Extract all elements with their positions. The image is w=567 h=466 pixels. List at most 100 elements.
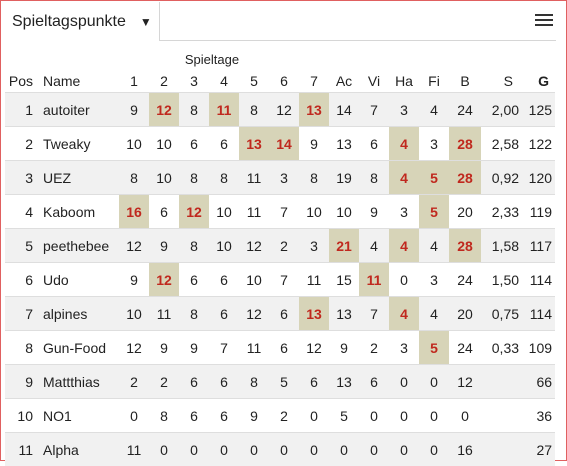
- score-cell: 11: [239, 331, 269, 365]
- score-cell: 9: [359, 195, 389, 229]
- score-cell: 5: [269, 365, 299, 399]
- rank-cell: 5: [5, 229, 37, 263]
- player-name-cell: alpines: [37, 297, 119, 331]
- column-header[interactable]: 6: [269, 69, 299, 93]
- score-cell: 122: [521, 127, 555, 161]
- rank-cell: 7: [5, 297, 37, 331]
- score-cell: 10: [149, 127, 179, 161]
- score-cell: 8: [209, 161, 239, 195]
- caret-down-icon: ▼: [140, 15, 152, 29]
- score-cell: 7: [359, 93, 389, 127]
- column-header[interactable]: Pos: [5, 69, 37, 93]
- score-cell: 11: [209, 93, 239, 127]
- score-cell: 20: [449, 297, 481, 331]
- score-cell: [481, 365, 521, 399]
- score-cell: 4: [389, 161, 419, 195]
- rank-cell: 8: [5, 331, 37, 365]
- score-cell: 7: [209, 331, 239, 365]
- score-cell: 2: [359, 331, 389, 365]
- score-cell: 10: [209, 229, 239, 263]
- score-cell: 2,33: [481, 195, 521, 229]
- score-cell: 24: [449, 93, 481, 127]
- group-header-spieltage: Spieltage: [119, 49, 329, 69]
- score-cell: 24: [449, 331, 481, 365]
- column-header[interactable]: 2: [149, 69, 179, 93]
- score-cell: 1,50: [481, 263, 521, 297]
- score-cell: 4: [419, 93, 449, 127]
- score-cell: 5: [419, 331, 449, 365]
- score-cell: 15: [329, 263, 359, 297]
- score-cell: 8: [359, 161, 389, 195]
- score-cell: 13: [329, 297, 359, 331]
- score-cell: 6: [179, 365, 209, 399]
- score-cell: 8: [299, 161, 329, 195]
- column-header[interactable]: B: [449, 69, 481, 93]
- score-cell: 20: [449, 195, 481, 229]
- hamburger-menu-icon[interactable]: [535, 14, 553, 28]
- column-header[interactable]: 1: [119, 69, 149, 93]
- score-cell: 14: [329, 93, 359, 127]
- score-cell: 11: [359, 263, 389, 297]
- column-header[interactable]: G: [521, 69, 555, 93]
- score-cell: 6: [179, 399, 209, 433]
- score-cell: 6: [209, 127, 239, 161]
- score-cell: 0,33: [481, 331, 521, 365]
- score-cell: 9: [299, 127, 329, 161]
- score-cell: 3: [389, 195, 419, 229]
- score-cell: 14: [269, 127, 299, 161]
- score-cell: 4: [389, 297, 419, 331]
- score-cell: 12: [449, 365, 481, 399]
- score-cell: 8: [179, 229, 209, 263]
- rank-cell: 6: [5, 263, 37, 297]
- score-cell: 6: [269, 331, 299, 365]
- score-cell: 0: [299, 399, 329, 433]
- column-header[interactable]: 7: [299, 69, 329, 93]
- score-cell: 6: [179, 127, 209, 161]
- score-cell: 2,00: [481, 93, 521, 127]
- column-header[interactable]: 3: [179, 69, 209, 93]
- score-cell: 12: [299, 331, 329, 365]
- score-cell: 8: [119, 161, 149, 195]
- score-cell: 12: [179, 195, 209, 229]
- column-header[interactable]: Name: [37, 69, 119, 93]
- rank-cell: 3: [5, 161, 37, 195]
- score-cell: 5: [419, 161, 449, 195]
- column-header[interactable]: Ac: [329, 69, 359, 93]
- score-cell: 2,58: [481, 127, 521, 161]
- score-cell: 8: [149, 399, 179, 433]
- column-header[interactable]: S: [481, 69, 521, 93]
- score-cell: 109: [521, 331, 555, 365]
- score-cell: 12: [239, 297, 269, 331]
- score-cell: 0: [389, 399, 419, 433]
- score-cell: 12: [149, 93, 179, 127]
- column-header[interactable]: 5: [239, 69, 269, 93]
- score-cell: 66: [521, 365, 555, 399]
- view-select[interactable]: Spieltagspunkte ▼: [2, 2, 160, 41]
- score-cell: 12: [119, 229, 149, 263]
- score-cell: 10: [239, 263, 269, 297]
- player-name-cell: UEZ: [37, 161, 119, 195]
- column-header[interactable]: Vi: [359, 69, 389, 93]
- score-cell: 120: [521, 161, 555, 195]
- score-cell: 3: [269, 161, 299, 195]
- score-cell: 8: [179, 161, 209, 195]
- score-cell: 12: [119, 331, 149, 365]
- score-cell: 13: [329, 365, 359, 399]
- column-header[interactable]: 4: [209, 69, 239, 93]
- column-header[interactable]: Fi: [419, 69, 449, 93]
- score-cell: 2: [269, 229, 299, 263]
- score-cell: 28: [449, 127, 481, 161]
- column-header[interactable]: Ha: [389, 69, 419, 93]
- score-cell: 11: [239, 195, 269, 229]
